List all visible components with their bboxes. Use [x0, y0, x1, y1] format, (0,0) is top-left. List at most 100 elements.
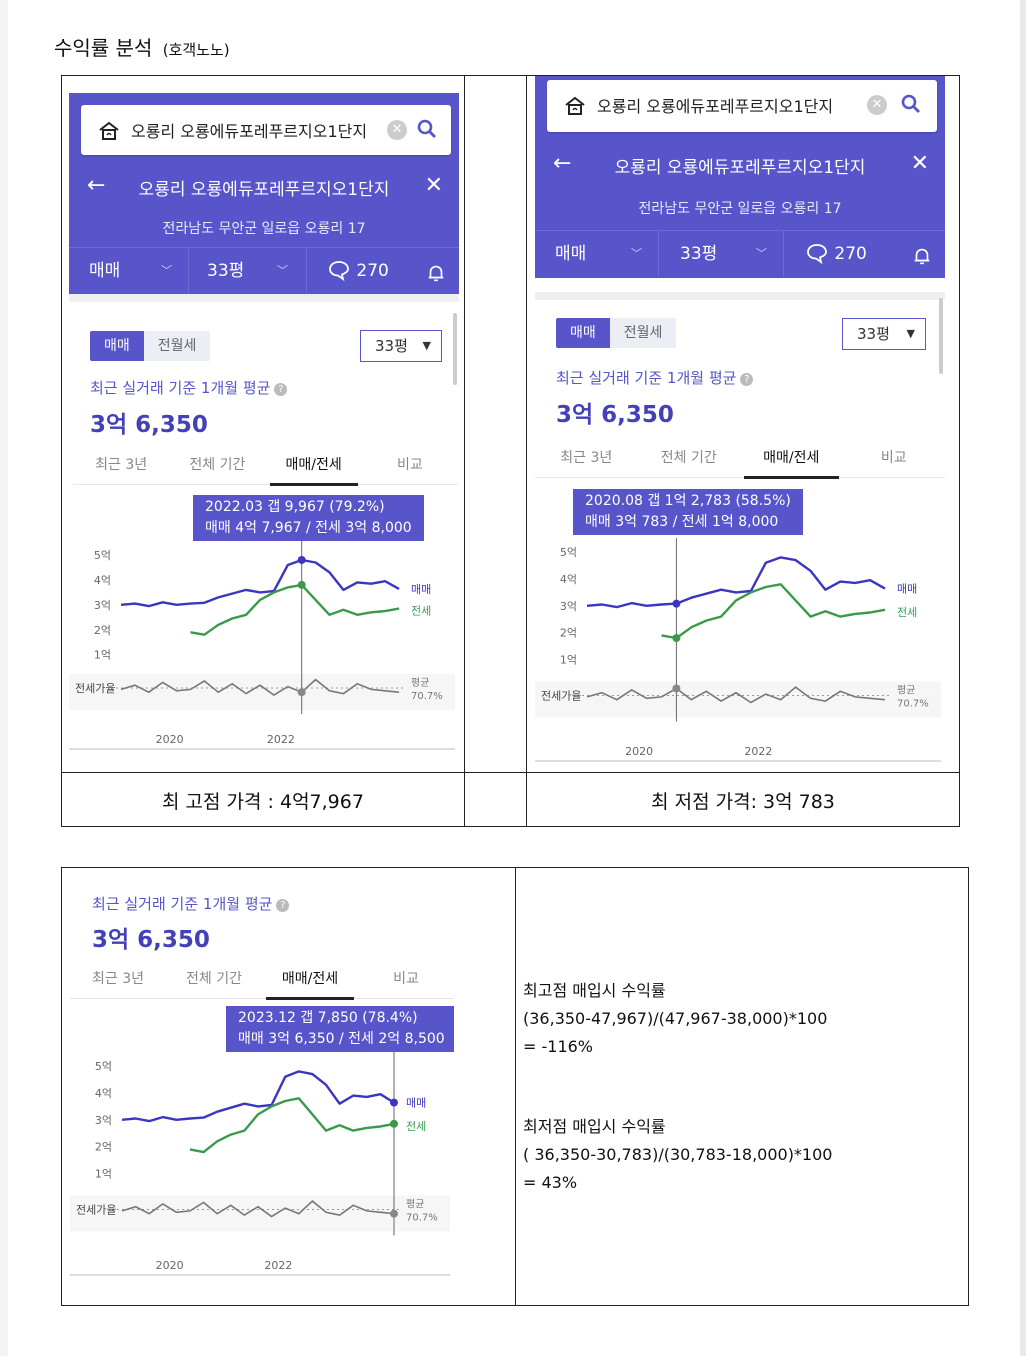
app-header: 오룡리 오룡에듀포레푸르지오1단지 ✕ ← 오룡리 오룡에듀포레푸르지오1단지 …: [69, 93, 459, 294]
search-box[interactable]: 오룡리 오룡에듀포레푸르지오1단지 ✕: [81, 105, 451, 155]
deal-type-dropdown[interactable]: 매매 ﹀: [89, 248, 179, 294]
jeonse-point: [672, 634, 681, 643]
size-label: 33평: [207, 261, 245, 281]
ratio-avg-value: 70.7%: [411, 691, 443, 702]
help-icon[interactable]: ?: [274, 383, 288, 396]
caret-down-icon: ▼: [422, 339, 431, 352]
jeonse-point: [297, 580, 306, 589]
screenshot-current: 최근 실거래 기준 1개월 평균? 3억 6,350 최근 3년 전체 기간 매…: [70, 880, 454, 1278]
tab-sale-jeonse[interactable]: 매매/전세: [262, 968, 358, 1000]
tooltip-line2: 매매 4억 7,967 / 전세 3억 8,000: [205, 520, 412, 536]
comment-count: 270: [356, 261, 389, 281]
top-table-row-divider: [61, 772, 960, 773]
search-text[interactable]: 오룡리 오룡에듀포레푸르지오1단지: [131, 122, 368, 141]
legend-jeonse: 전세: [897, 606, 917, 619]
search-text[interactable]: 오룡리 오룡에듀포레푸르지오1단지: [597, 97, 834, 116]
deal-type-dropdown[interactable]: 매매 ﹀: [555, 231, 655, 277]
jeonse-price-line: [189, 1097, 395, 1154]
y-tick-label: 4억: [560, 573, 577, 586]
complex-address: 전라남도 무안군 일로읍 오룡리 17: [162, 221, 366, 237]
tab-compare[interactable]: 비교: [396, 457, 423, 473]
tab-sale-jeonse[interactable]: 매매/전세: [266, 454, 362, 486]
back-arrow-icon[interactable]: ←: [87, 173, 106, 198]
avg-label: 최근 실거래 기준 1개월 평균?: [90, 377, 288, 398]
tab-compare[interactable]: 비교: [880, 450, 907, 466]
clear-icon[interactable]: ✕: [387, 120, 407, 140]
legend-sale: 매매: [897, 583, 917, 596]
comment-count: 270: [834, 244, 867, 264]
search-box[interactable]: 오룡리 오룡에듀포레푸르지오1단지 ✕: [547, 80, 937, 132]
comments-button[interactable]: 270: [327, 248, 407, 294]
x-tick-label: 2022: [264, 1259, 292, 1272]
scrollbar[interactable]: [939, 298, 943, 374]
document-title-text: 수익률 분석: [54, 36, 153, 60]
y-tick-label: 1억: [95, 1168, 112, 1181]
size-select-value: 33평: [375, 337, 408, 355]
help-icon[interactable]: ?: [276, 899, 290, 912]
tab-recent-3y[interactable]: 최근 3년: [92, 971, 144, 987]
tab-all-period[interactable]: 전체 기간: [660, 450, 717, 466]
help-icon[interactable]: ?: [740, 373, 754, 386]
back-arrow-icon[interactable]: ←: [553, 151, 572, 176]
tab-all-period[interactable]: 전체 기간: [186, 971, 242, 987]
tab-sale-jeonse[interactable]: 매매/전세: [740, 447, 843, 479]
ratio-band: [535, 681, 941, 718]
close-icon[interactable]: ✕: [424, 173, 443, 198]
x-tick-label: 2020: [625, 745, 653, 758]
ratio-point: [297, 688, 306, 697]
tab-compare[interactable]: 비교: [393, 971, 419, 987]
period-tabs: 최근 3년 전체 기간 매매/전세 비교: [535, 447, 945, 479]
y-tick-label: 2억: [560, 627, 577, 640]
jeonse-point: [390, 1119, 398, 1128]
header-tabbar: 매매 ﹀ 33평 ﹀ 270: [535, 230, 945, 277]
size-select-value: 33평: [857, 325, 890, 343]
search-icon[interactable]: [899, 92, 923, 116]
chevron-down-icon: ﹀: [161, 264, 172, 277]
tab-recent-3y[interactable]: 최근 3년: [95, 457, 148, 473]
avg-label-text: 최근 실거래 기준 1개월 평균: [90, 379, 271, 397]
chart-tooltip: 2023.12 갭 7,850 (78.4%) 매매 3억 6,350 / 전세…: [226, 1006, 454, 1052]
sale-point: [297, 555, 306, 564]
jeonse-ratio-line: [121, 1200, 395, 1218]
size-dropdown[interactable]: 33평 ﹀: [207, 248, 297, 294]
ratio-label: 전세가율: [541, 690, 581, 703]
close-icon[interactable]: ✕: [910, 151, 929, 176]
complex-row: ← 오룡리 오룡에듀포레푸르지오1단지 ✕: [69, 173, 459, 205]
ratio-point: [672, 684, 681, 693]
segment-sale[interactable]: 매매: [90, 331, 144, 361]
tooltip-line1: 2023.12 갭 7,850 (78.4%): [238, 1010, 418, 1026]
segment-rent[interactable]: 전월세: [143, 331, 211, 361]
ratio-avg-value: 70.7%: [406, 1213, 438, 1224]
clear-icon[interactable]: ✕: [867, 95, 887, 115]
y-tick-label: 4억: [95, 1087, 112, 1100]
tab-recent-3y[interactable]: 최근 3년: [560, 450, 613, 466]
tooltip-line1: 2022.03 갭 9,967 (79.2%): [205, 499, 385, 515]
high-return-title: 최고점 매입시 수익률: [523, 981, 666, 1000]
ratio-point: [390, 1209, 398, 1218]
avg-label: 최근 실거래 기준 1개월 평균?: [556, 367, 754, 388]
size-select[interactable]: 33평 ▼: [842, 318, 926, 350]
scrollbar[interactable]: [453, 313, 457, 385]
y-tick-label: 2억: [95, 1141, 112, 1154]
return-calculation: 최고점 매입시 수익률 (36,350-47,967)/(47,967-38,0…: [523, 977, 832, 1197]
page-left-edge: [0, 0, 8, 1356]
spacer: [523, 1061, 832, 1113]
bell-icon[interactable]: [911, 245, 933, 267]
segment-rent[interactable]: 전월세: [609, 318, 677, 348]
tab-divider: [188, 248, 189, 294]
tab-all-period[interactable]: 전체 기간: [189, 457, 246, 473]
size-select[interactable]: 33평 ▼: [360, 330, 442, 362]
low-return-result: = 43%: [523, 1173, 578, 1192]
bell-icon[interactable]: [425, 262, 447, 284]
caption-low-price: 최 저점 가격: 3억 783: [651, 791, 835, 813]
comments-button[interactable]: 270: [805, 231, 885, 277]
search-icon[interactable]: [415, 117, 439, 141]
size-dropdown[interactable]: 33평 ﹀: [680, 231, 780, 277]
jeonse-price-line: [190, 583, 400, 636]
avg-price: 3억 6,350: [556, 402, 674, 428]
chart-tooltip: 2020.08 갭 1억 2,783 (58.5%) 매매 3억 783 / 전…: [573, 489, 803, 535]
segment-sale[interactable]: 매매: [556, 318, 610, 348]
